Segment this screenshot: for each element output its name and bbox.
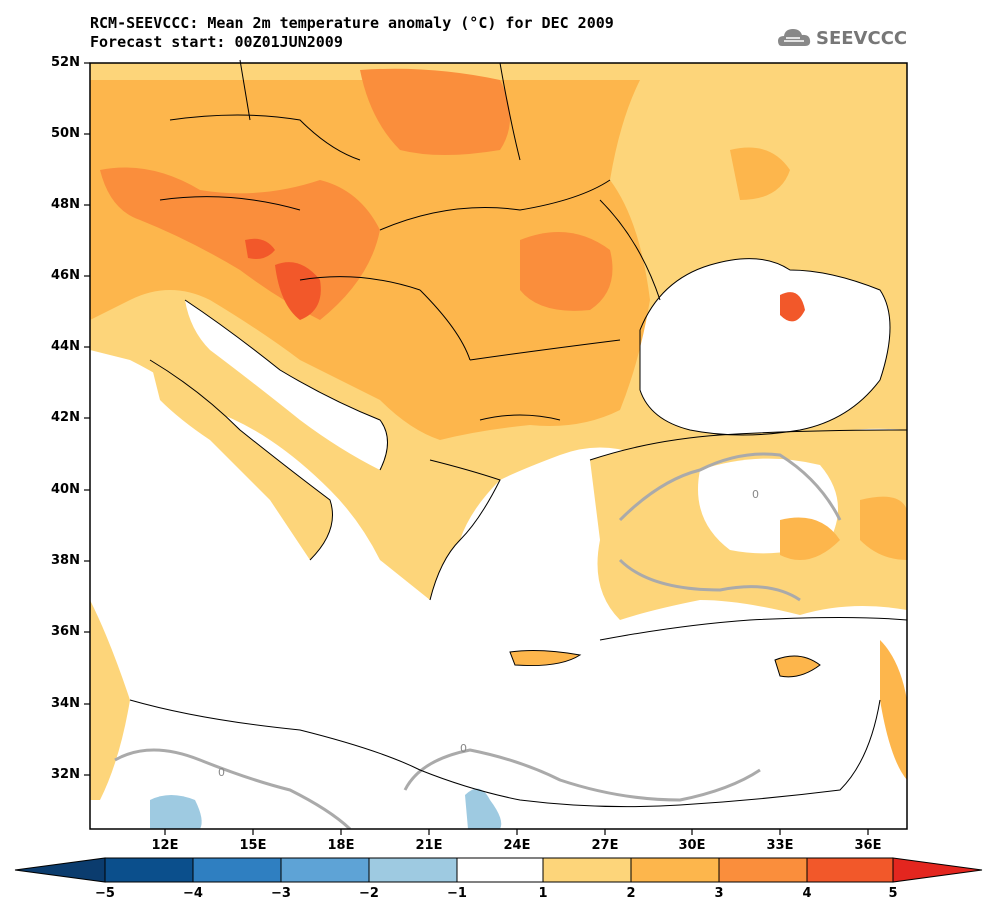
map-title: RCM-SEEVCCC: Mean 2m temperature anomaly…	[90, 14, 614, 52]
colorbar-label: 3	[714, 886, 724, 901]
colorbar-extend-high	[892, 857, 983, 883]
title-line-1: RCM-SEEVCCC: Mean 2m temperature anomaly…	[90, 14, 614, 32]
coastlines-borders	[129, 59, 908, 808]
seevccc-logo: SEEVCCC	[776, 24, 916, 54]
lat-label: 32N	[51, 767, 80, 782]
lon-label: 12E	[151, 838, 179, 853]
axis-ticks	[84, 62, 869, 835]
lat-label: 52N	[51, 55, 80, 70]
colorbar-extend-low	[14, 857, 106, 883]
anomaly-fields	[90, 63, 907, 829]
colorbar-label: −1	[447, 886, 467, 901]
colorbar-label: −3	[271, 886, 291, 901]
colorbar-label: 2	[626, 886, 636, 901]
logo-text: SEEVCCC	[816, 28, 908, 49]
lon-label: 18E	[327, 838, 355, 853]
map-frame	[89, 62, 908, 830]
lon-label: 33E	[766, 838, 794, 853]
title-line-2: Forecast start: 00Z01JUN2009	[90, 33, 343, 51]
colorbar-label: 4	[802, 886, 812, 901]
lat-label: 42N	[51, 410, 80, 425]
colorbar	[14, 857, 983, 883]
lat-label: 46N	[51, 268, 80, 283]
lon-label: 27E	[591, 838, 619, 853]
lat-label: 48N	[51, 197, 80, 212]
lat-label: 36N	[51, 624, 80, 639]
colorbar-label: 5	[888, 886, 898, 901]
contour-label: 0	[218, 766, 225, 779]
lat-label: 38N	[51, 553, 80, 568]
colorbar-label: −4	[183, 886, 203, 901]
lat-label: 50N	[51, 126, 80, 141]
lon-label: 15E	[239, 838, 267, 853]
colorbar-label: −5	[95, 886, 115, 901]
lat-label: 40N	[51, 482, 80, 497]
lon-label: 24E	[503, 838, 531, 853]
lat-label: 44N	[51, 339, 80, 354]
cloud-icon	[778, 29, 811, 46]
lat-label: 34N	[51, 696, 80, 711]
lon-label: 30E	[678, 838, 706, 853]
colorbar-label: −2	[359, 886, 379, 901]
contour-label: 0	[752, 488, 759, 501]
lon-label: 36E	[854, 838, 882, 853]
contour-label: 0	[460, 742, 467, 755]
colorbar-label: 1	[538, 886, 548, 901]
lon-label: 21E	[415, 838, 443, 853]
